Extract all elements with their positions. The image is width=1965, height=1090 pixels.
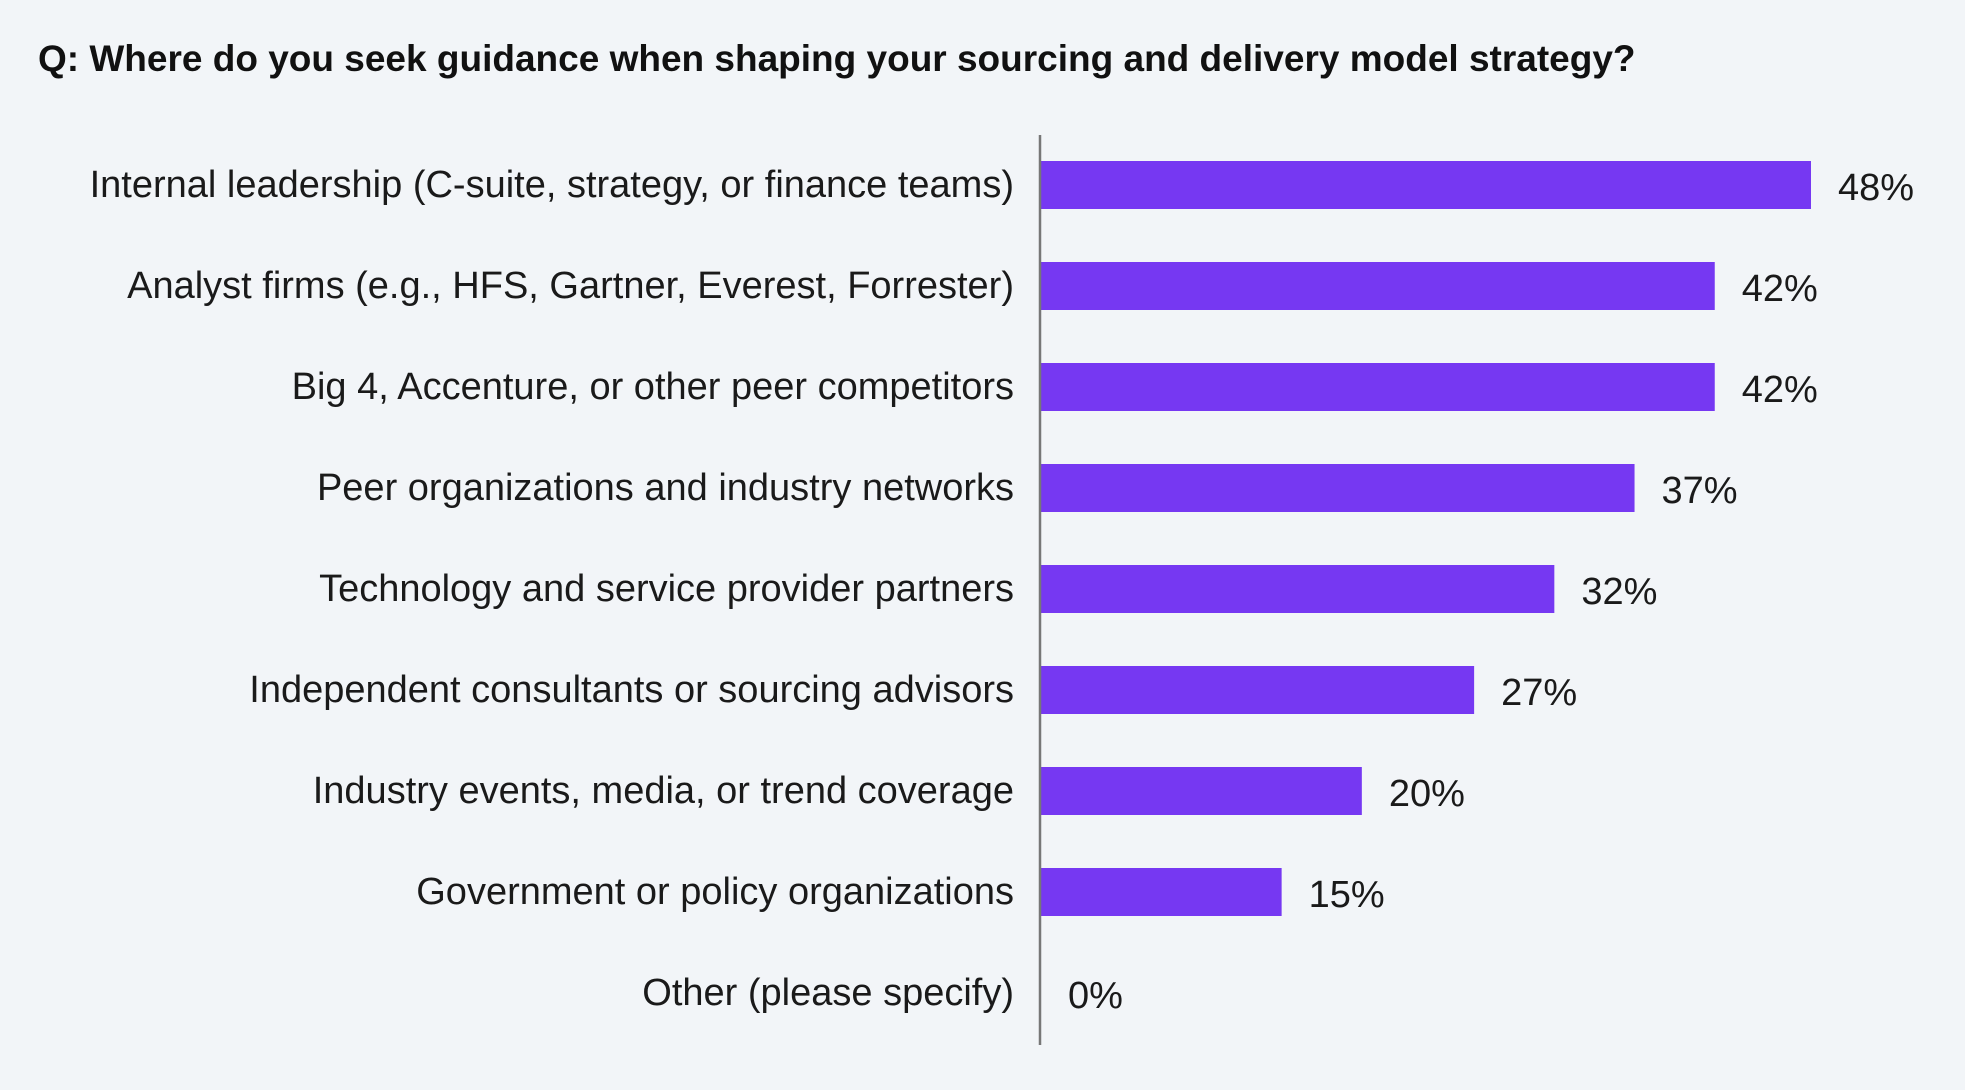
category-label: Internal leadership (C-suite, strategy, … <box>90 164 1014 206</box>
category-label: Analyst firms (e.g., HFS, Gartner, Evere… <box>127 265 1014 307</box>
bars-layer <box>1041 161 1811 916</box>
value-label: 15% <box>1309 874 1385 916</box>
bar <box>1041 262 1715 310</box>
bar <box>1041 565 1555 613</box>
category-label: Independent consultants or sourcing advi… <box>249 669 1014 711</box>
value-label: 0% <box>1068 975 1123 1017</box>
value-label: 27% <box>1501 672 1577 714</box>
bar <box>1041 666 1475 714</box>
category-label: Other (please specify) <box>642 972 1014 1014</box>
category-label: Peer organizations and industry networks <box>317 467 1014 509</box>
labels-layer: Internal leadership (C-suite, strategy, … <box>90 164 1914 1017</box>
value-label: 37% <box>1662 470 1738 512</box>
bar <box>1041 767 1362 815</box>
bar <box>1041 868 1282 916</box>
bar <box>1041 464 1635 512</box>
value-label: 42% <box>1742 369 1818 411</box>
chart-title: Q: Where do you seek guidance when shapi… <box>38 38 1636 79</box>
category-label: Government or policy organizations <box>416 871 1014 913</box>
value-label: 48% <box>1838 167 1914 209</box>
value-label: 32% <box>1581 571 1657 613</box>
value-label: 20% <box>1389 773 1465 815</box>
category-label: Industry events, media, or trend coverag… <box>313 770 1014 812</box>
category-label: Technology and service provider partners <box>319 568 1014 610</box>
value-label: 42% <box>1742 268 1818 310</box>
bar <box>1041 363 1715 411</box>
bar <box>1041 161 1811 209</box>
category-label: Big 4, Accenture, or other peer competit… <box>292 366 1014 408</box>
